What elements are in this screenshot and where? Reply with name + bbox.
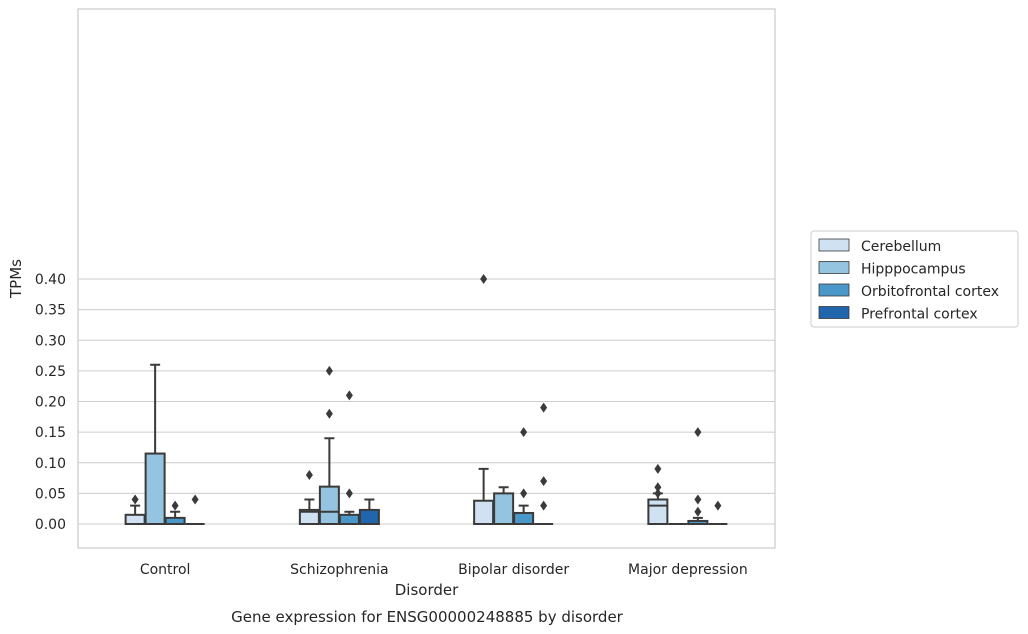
y-tick-label: 0.15 [35,425,66,441]
plot-area-frame [77,8,776,549]
x-tick-label: Major depression [628,562,748,578]
x-tick-label: Schizophrenia [290,562,388,578]
y-tick-label: 0.40 [35,272,66,288]
outlier-point [694,494,702,505]
legend-label: Prefrontal cortex [861,307,978,323]
legend-swatch [818,306,850,319]
box-body [144,452,166,525]
legend-swatch [818,283,850,297]
x-axis-label: Disorder [395,581,459,599]
box-group [298,470,320,526]
outlier-point [520,427,528,438]
legend-frame [810,230,1019,328]
x-tick-label: Control [140,562,191,578]
outlier-point [540,500,548,511]
y-tick-label: 0.20 [35,395,66,411]
outlier-point [171,500,179,511]
outlier-point [654,488,662,499]
outlier-point [520,488,528,499]
outlier-point [325,365,333,376]
outlier-point [654,463,662,474]
box-group [185,494,205,525]
outlier-point [714,500,722,511]
y-axis-ticks: 0.00 0.05 0.10 0.15 0.20 0.25 0.30 0.35 0.40 [35,272,66,533]
box-group [513,427,535,525]
box-body [647,498,669,525]
outlier-point [654,482,662,493]
box-group [708,500,728,525]
y-tick-label: 0.10 [35,456,66,472]
outlier-point [480,274,488,284]
box-group [647,463,669,525]
box-body [513,511,535,525]
chart-caption: Gene expression for ENSG00000248885 by d… [231,608,624,626]
box-body [338,513,360,525]
y-tick-label: 0.30 [35,333,66,349]
outlier-point [305,470,313,480]
box-group [124,494,146,525]
box-body [493,492,515,525]
box-group [358,498,380,526]
outlier-point [694,427,702,438]
box-body [318,485,340,526]
outlier-point [345,390,353,401]
box-group [473,274,495,526]
legend-swatch [818,261,850,274]
box-body [473,499,495,526]
box-group [534,402,554,525]
box-group [144,363,166,525]
x-tick-label: Bipolar disorder [458,562,569,578]
outlier-point [540,476,548,487]
boxes [124,274,728,526]
legend-swatch [818,238,850,252]
outlier-point [540,402,548,413]
legend: Cerebellum Hipppocampus Orbitofrontal cort… [810,230,1019,328]
x-axis-ticks: Control Schizophrenia Bipolar disorder Majo… [140,562,748,578]
outlier-point [325,408,333,419]
legend-label: Cerebellum [861,239,941,255]
outlier-point [191,494,199,505]
outlier-point [131,494,139,505]
y-tick-label: 0.05 [35,486,66,502]
box-group [687,427,709,525]
box-body [358,508,380,526]
legend-label: Hipppocampus [861,262,966,278]
outlier-point [345,488,353,499]
y-tick-label: 0.00 [35,517,66,533]
grid-lines [78,278,775,525]
box-group [164,500,186,525]
box-group [318,365,340,526]
outlier-point [694,506,702,517]
y-tick-label: 0.35 [35,303,66,319]
y-axis-label: TPMs [7,259,25,299]
y-tick-label: 0.25 [35,364,66,380]
box-group [338,390,360,525]
legend-label: Orbitofrontal cortex [861,284,999,300]
box-group [493,486,515,525]
box-body [124,513,146,525]
